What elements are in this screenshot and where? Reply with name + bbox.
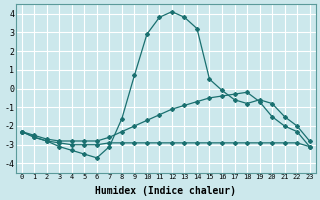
X-axis label: Humidex (Indice chaleur): Humidex (Indice chaleur) <box>95 186 236 196</box>
